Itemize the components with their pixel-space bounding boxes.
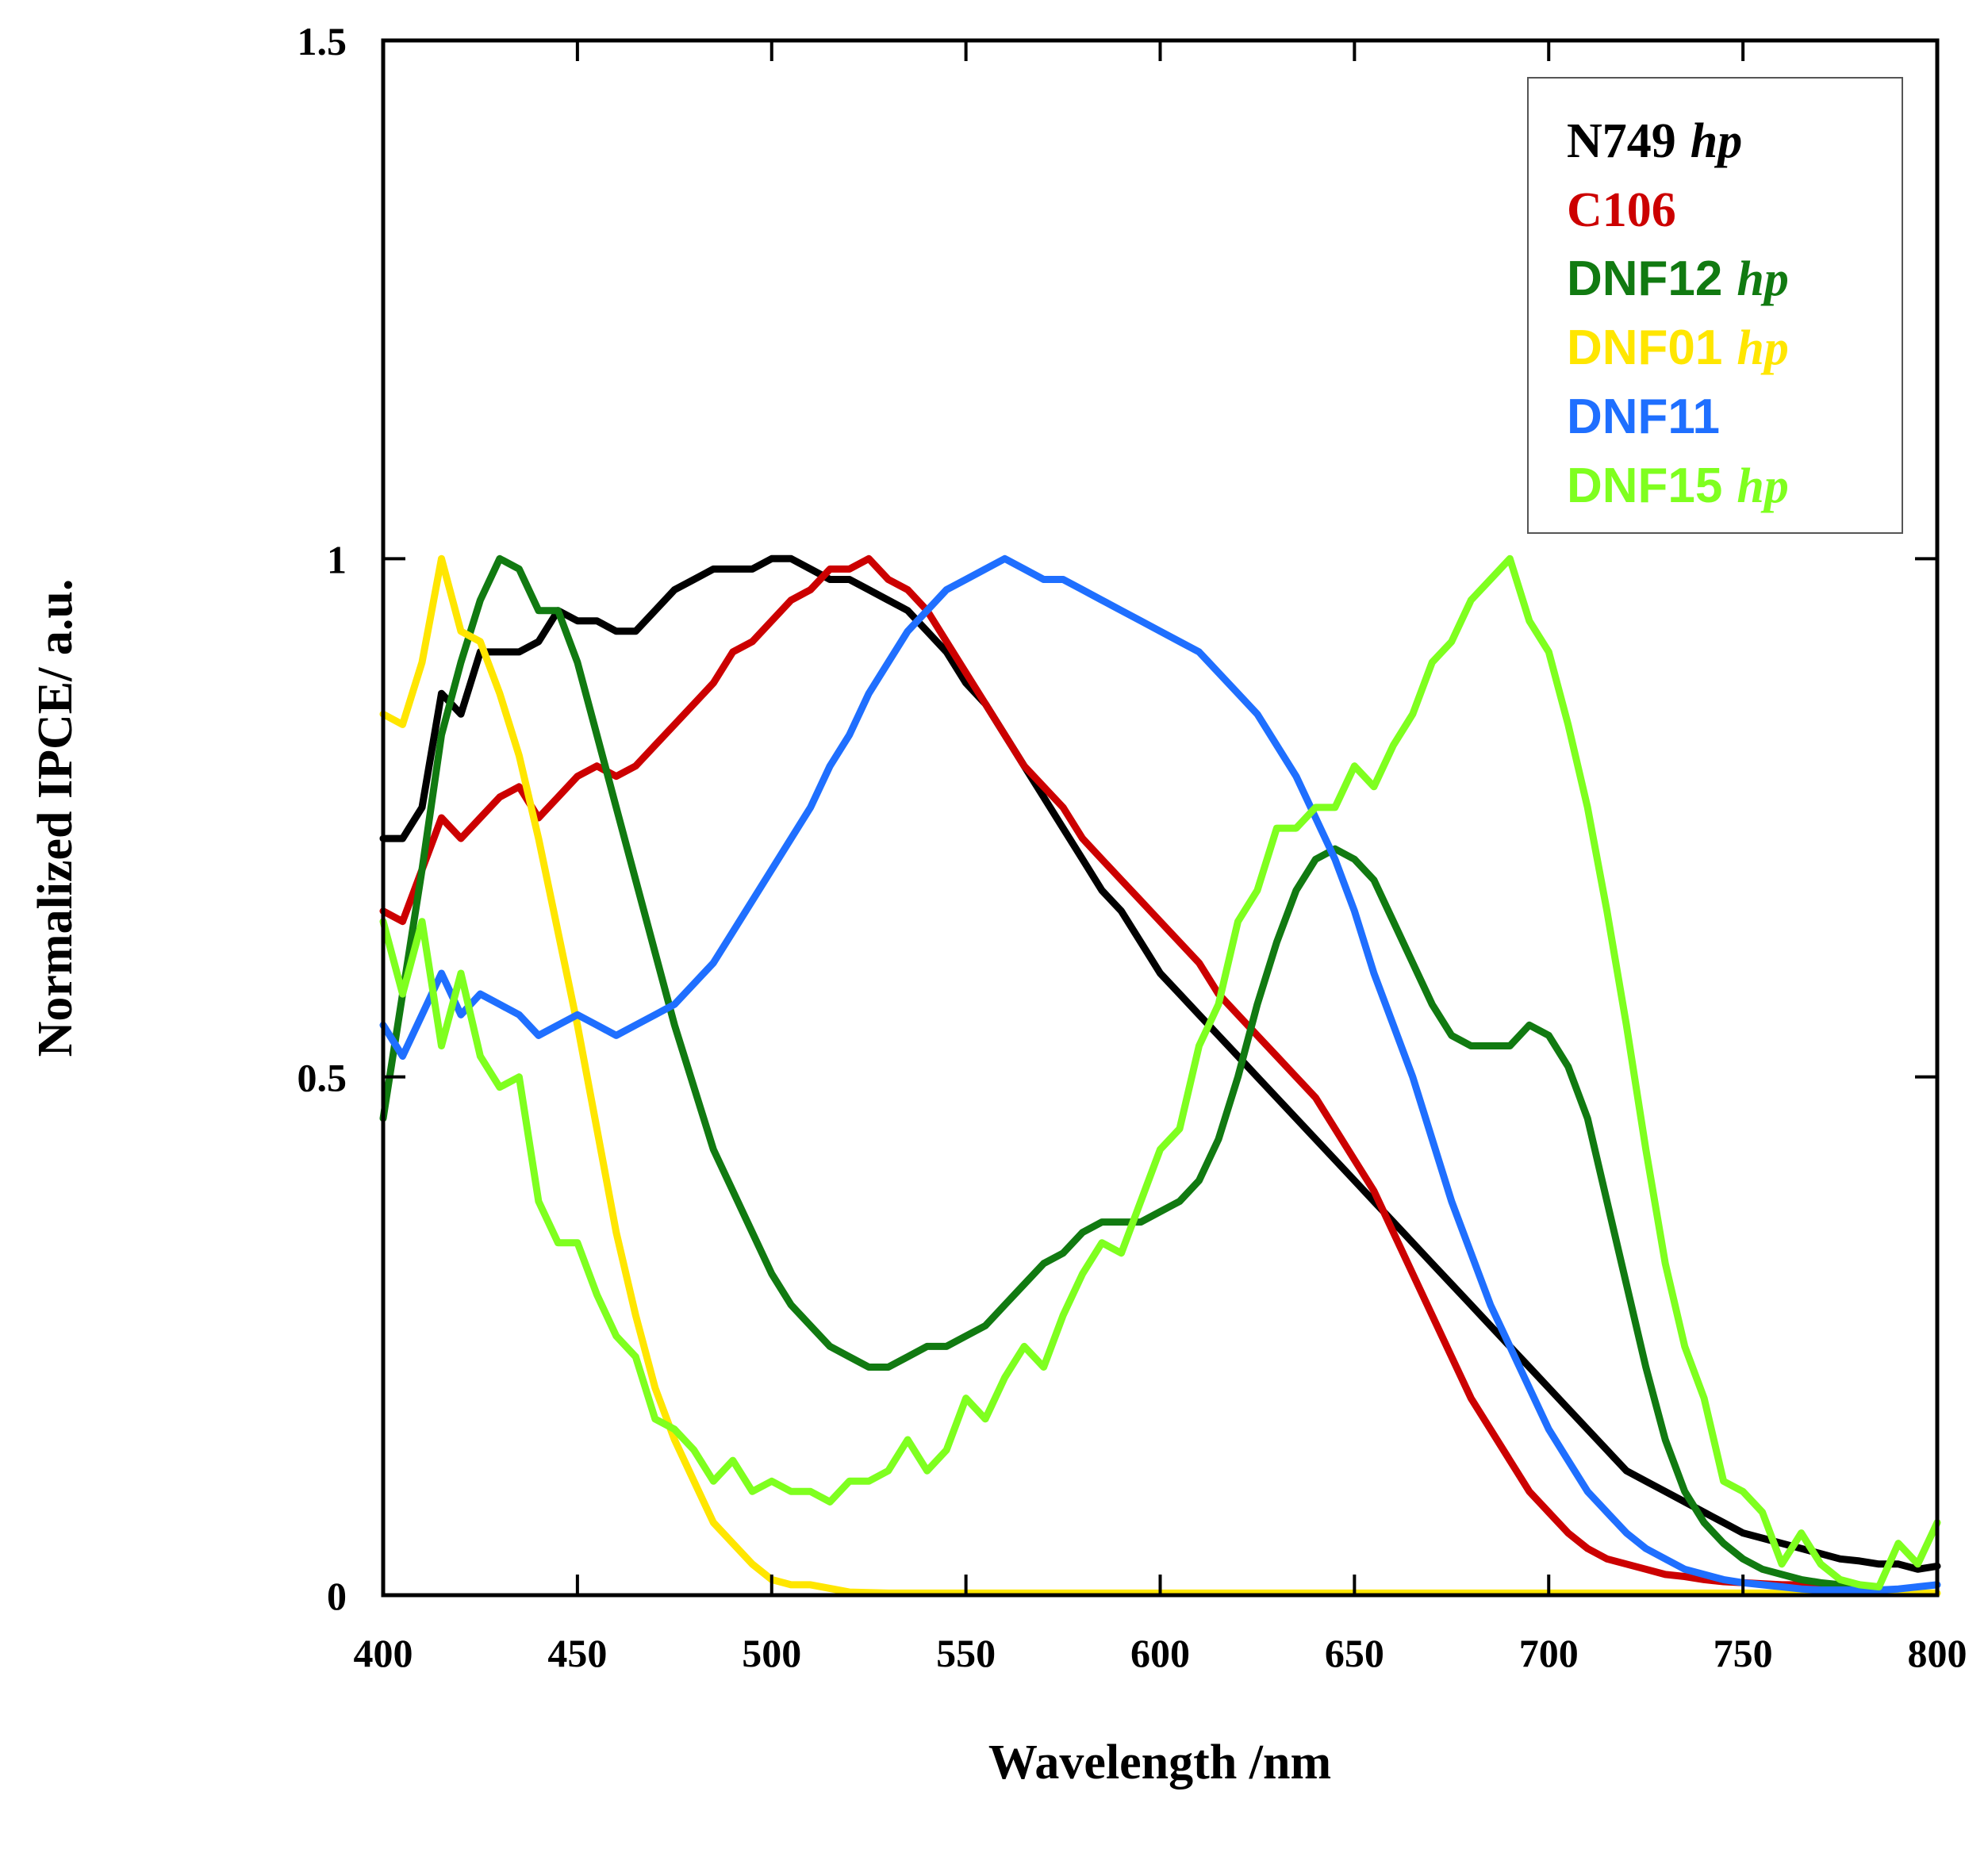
series-layer — [379, 554, 1941, 1597]
legend-suffix: hp — [1691, 114, 1742, 168]
y-tick-label: 0.5 — [297, 1056, 347, 1100]
legend-label: C106 — [1567, 183, 1676, 237]
series-line-n749 — [379, 554, 1941, 1573]
y-tick-label: 0 — [327, 1574, 347, 1618]
legend-suffix: hp — [1737, 459, 1788, 513]
x-tick-label: 750 — [1714, 1631, 1773, 1675]
x-axis-title: Wavelength /nm — [988, 1736, 1331, 1790]
legend-item-dnf12: DNF12 hp — [1567, 251, 1789, 306]
x-tick-label: 500 — [742, 1631, 801, 1675]
legend-label: DNF15 — [1567, 458, 1722, 513]
x-tick-label: 600 — [1130, 1631, 1190, 1675]
legend-item-dnf11: DNF11 — [1567, 389, 1720, 444]
x-tick-label: 700 — [1519, 1631, 1579, 1675]
legend-box — [1527, 77, 1903, 534]
y-tick-label: 1.5 — [297, 19, 347, 63]
legend-label: N749 — [1567, 114, 1676, 168]
series-line-dnf15 — [379, 554, 1941, 1590]
legend-item-dnf15: DNF15 hp — [1567, 458, 1789, 513]
y-axis-title: Normalized IPCE/ a.u. — [29, 579, 83, 1057]
legend-item-n749: N749 hp — [1567, 114, 1742, 168]
y-tick-label: 1 — [327, 537, 347, 581]
x-tick-label: 550 — [936, 1631, 996, 1675]
tick-layer: 400 450 500 550 600 650 700 750 800 0 0.5 1 1.5 — [297, 19, 1967, 1675]
legend-item-c106: C106 — [1567, 183, 1676, 237]
legend: N749 hp C106 DNF12 hp DNF01 hp DNF11 DNF15 hp — [1527, 77, 1903, 534]
x-tick-label: 400 — [354, 1631, 413, 1675]
x-tick-label: 450 — [547, 1631, 607, 1675]
legend-label: DNF12 — [1567, 251, 1722, 306]
x-tick-label: 800 — [1908, 1631, 1967, 1675]
legend-label: DNF11 — [1567, 389, 1720, 444]
legend-label: DNF01 — [1567, 320, 1722, 375]
series-line-dnf12 — [379, 554, 1863, 1589]
x-tick-label: 650 — [1325, 1631, 1384, 1675]
legend-suffix: hp — [1737, 252, 1788, 306]
series-line-dnf01 — [379, 554, 1941, 1597]
legend-item-dnf01: DNF01 hp — [1567, 320, 1789, 375]
legend-suffix: hp — [1737, 321, 1788, 375]
series-line-dnf11 — [379, 554, 1941, 1594]
series-line-c106 — [379, 554, 1863, 1589]
